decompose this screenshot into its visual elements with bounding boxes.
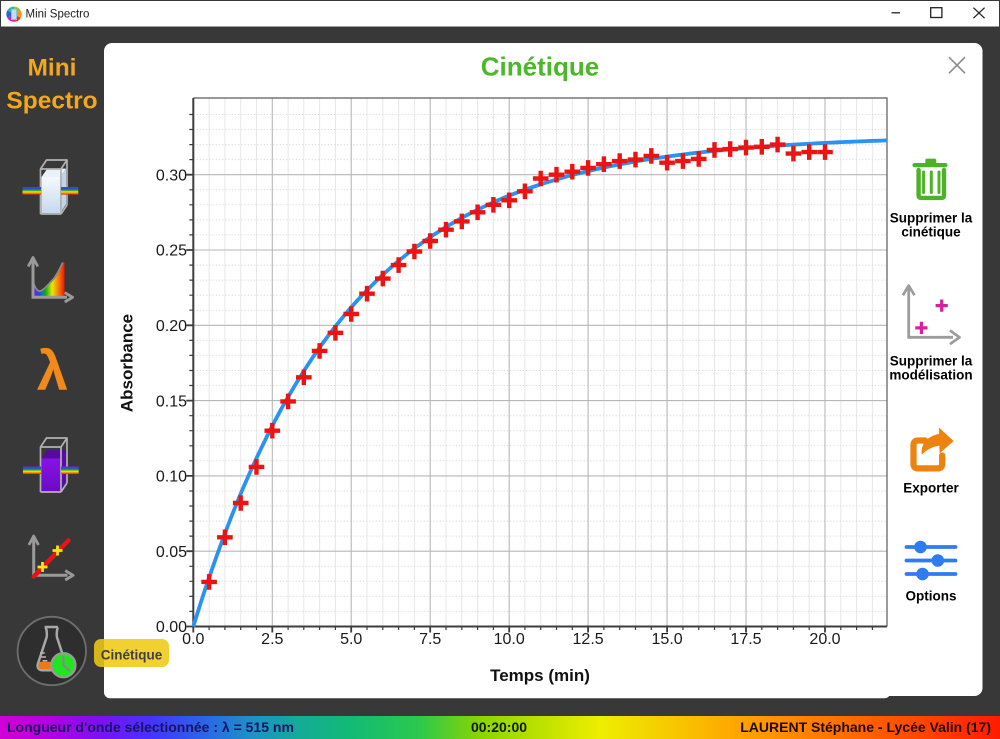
svg-text:2.5: 2.5 (261, 631, 283, 648)
svg-text:0.25: 0.25 (156, 243, 187, 260)
svg-text:20.0: 20.0 (809, 631, 840, 648)
svg-text:0.20: 0.20 (156, 318, 187, 335)
svg-text:cinétique: cinétique (901, 225, 961, 240)
svg-text:15.0: 15.0 (652, 631, 683, 648)
svg-text:λ: λ (37, 339, 68, 402)
svg-text:LAURENT Stéphane - Lycée Valin: LAURENT Stéphane - Lycée Valin (17) (740, 719, 991, 735)
svg-text:0.00: 0.00 (156, 619, 187, 636)
svg-text:Supprimer la: Supprimer la (890, 211, 973, 226)
svg-text:12.5: 12.5 (573, 631, 604, 648)
svg-text:Mini Spectro: Mini Spectro (26, 9, 90, 21)
svg-text:Cinétique: Cinétique (101, 648, 163, 663)
svg-text:Cinétique: Cinétique (481, 52, 599, 82)
svg-text:modélisation: modélisation (889, 368, 972, 383)
svg-text:0.10: 0.10 (156, 469, 187, 486)
svg-text:7.5: 7.5 (419, 631, 441, 648)
svg-text:Options: Options (906, 589, 957, 604)
svg-text:0.05: 0.05 (156, 544, 187, 561)
svg-text:0.15: 0.15 (156, 393, 187, 410)
svg-text:Temps (min): Temps (min) (490, 666, 590, 685)
svg-text:Absorbance: Absorbance (118, 314, 137, 412)
svg-text:Supprimer la: Supprimer la (890, 354, 973, 369)
svg-text:0.30: 0.30 (156, 167, 187, 184)
svg-text:0.0: 0.0 (182, 631, 204, 648)
svg-text:10.0: 10.0 (494, 631, 525, 648)
svg-text:Longueur d'onde sélectionnée :: Longueur d'onde sélectionnée : λ = 515 n… (7, 719, 294, 735)
svg-text:17.5: 17.5 (730, 631, 761, 648)
svg-text:5.0: 5.0 (340, 631, 362, 648)
svg-text:00:20:00: 00:20:00 (471, 719, 527, 735)
svg-text:Mini: Mini (28, 55, 77, 82)
svg-text:Spectro: Spectro (6, 88, 97, 115)
svg-text:Exporter: Exporter (903, 481, 959, 496)
